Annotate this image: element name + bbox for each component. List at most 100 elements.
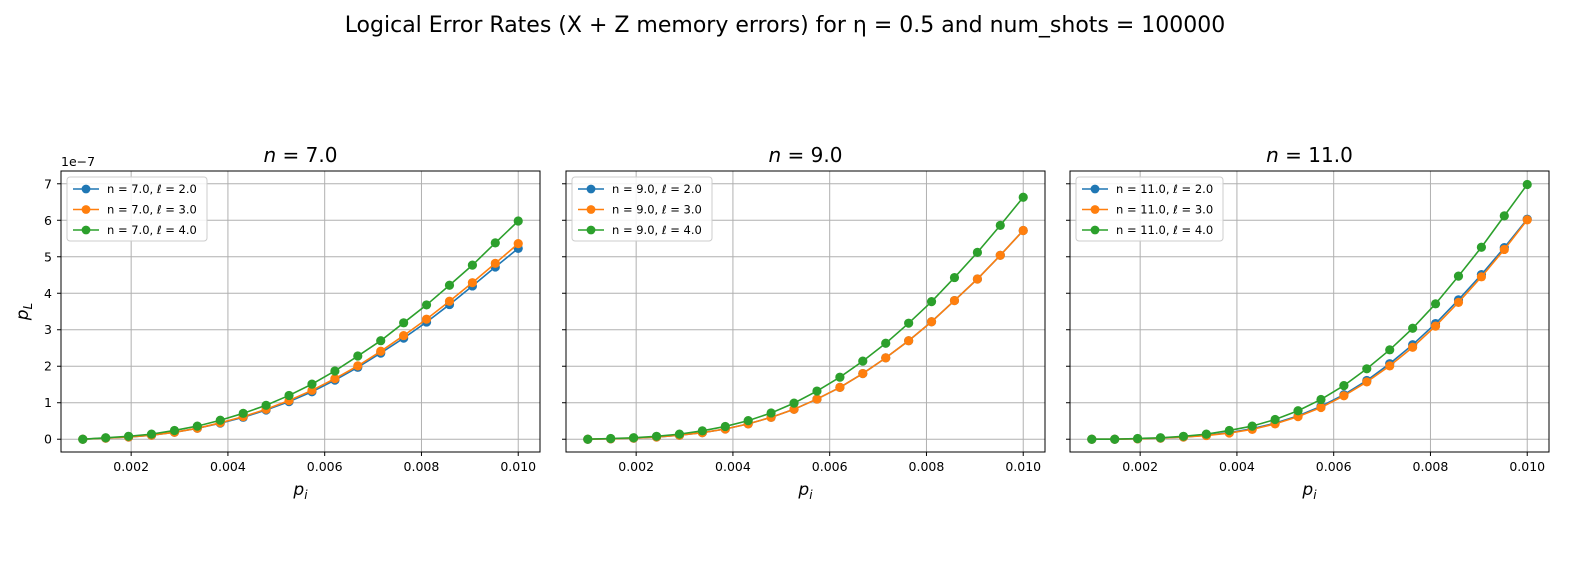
subplot-title: n = 7.0 — [264, 143, 338, 167]
data-point — [1430, 321, 1441, 331]
x-tick-label: 0.010 — [1005, 459, 1041, 474]
data-point — [421, 300, 432, 310]
subplot-title: n = 11.0 — [1266, 143, 1353, 167]
data-point — [467, 278, 478, 288]
data-point — [858, 356, 868, 366]
axes-frame — [565, 170, 1046, 453]
x-tick-label: 0.002 — [618, 459, 654, 474]
data-point — [904, 318, 914, 328]
x-tick-label: 0.006 — [1316, 459, 1352, 474]
data-point — [1430, 299, 1441, 309]
data-point — [766, 408, 776, 418]
data-point — [972, 274, 983, 284]
legend-entry: n = 9.0, ℓ = 3.0 — [612, 203, 702, 217]
x-tick-label: 0.008 — [1413, 459, 1449, 474]
y-tick-label: 7 — [44, 176, 52, 191]
data-point — [1408, 323, 1418, 333]
legend-entry: n = 11.0, ℓ = 2.0 — [1116, 182, 1213, 196]
data-point — [1499, 211, 1509, 221]
data-point — [1385, 345, 1395, 355]
data-point — [835, 382, 845, 393]
data-point — [1132, 433, 1143, 444]
data-point — [78, 434, 88, 444]
data-point — [376, 336, 386, 346]
data-point — [1293, 406, 1303, 416]
data-point — [215, 415, 225, 425]
subplot-1: 0.002 0.004 0.006 0.008 0.010 0 1 2 3 4 5 6 7 1e−7 n =… — [13, 143, 541, 502]
legend-marker — [81, 205, 91, 214]
data-point — [353, 351, 363, 361]
data-point — [926, 317, 937, 327]
data-point — [1339, 391, 1349, 401]
data-point — [490, 258, 500, 268]
legend-box — [1075, 176, 1224, 242]
x-tick-label: 0.010 — [500, 459, 536, 474]
data-point — [812, 394, 822, 404]
legend-marker — [1090, 205, 1100, 214]
legend-marker — [586, 205, 596, 214]
data-point — [995, 250, 1005, 260]
data-point — [261, 400, 271, 410]
data-point — [1018, 192, 1028, 202]
data-point — [583, 434, 593, 444]
legend-box — [571, 176, 713, 242]
data-point — [1087, 434, 1097, 444]
data-point — [444, 280, 455, 290]
axes-frame — [60, 170, 541, 453]
x-axis-label: pi — [797, 480, 813, 502]
data-point — [926, 297, 937, 307]
data-point — [1178, 431, 1189, 441]
data-point — [123, 431, 134, 441]
x-axis-label: pi — [292, 480, 308, 502]
x-tick-label: 0.008 — [404, 459, 440, 474]
data-point — [1270, 414, 1280, 425]
data-point — [330, 366, 340, 376]
legend-box — [66, 176, 208, 242]
data-point — [904, 336, 914, 346]
data-point — [949, 272, 960, 283]
legend-entry: n = 11.0, ℓ = 4.0 — [1116, 223, 1213, 237]
data-point — [238, 408, 248, 418]
data-point — [1408, 342, 1418, 352]
data-point — [284, 390, 294, 401]
subplot-3: 0.002 0.004 0.006 0.008 0.010 n = 11.0 pi n = 1… — [1066, 143, 1550, 502]
y-tick-label: 1 — [44, 395, 52, 410]
data-point — [1453, 271, 1464, 281]
y-tick-label: 5 — [44, 249, 52, 264]
data-point — [467, 260, 478, 270]
x-tick-label: 0.004 — [210, 459, 246, 474]
legend-marker — [1090, 184, 1100, 194]
data-point — [972, 247, 983, 257]
subplot-title: n = 9.0 — [769, 143, 843, 167]
x-tick-label: 0.006 — [307, 459, 343, 474]
subplot-2: 0.002 0.004 0.006 0.008 0.010 n = 9.0 pi n = 9.… — [562, 143, 1046, 502]
data-point — [674, 429, 685, 439]
data-point — [720, 421, 730, 432]
data-point — [1385, 361, 1395, 371]
data-point — [399, 318, 409, 328]
data-point — [101, 433, 111, 443]
data-point — [881, 353, 891, 363]
data-point — [330, 374, 340, 384]
data-point — [1339, 380, 1349, 391]
data-point — [1110, 434, 1120, 444]
data-point — [1224, 425, 1234, 436]
x-axis-label: pi — [1301, 480, 1317, 502]
legend-marker — [586, 184, 596, 194]
legend-marker — [81, 184, 91, 194]
data-point — [146, 429, 157, 439]
data-point — [307, 379, 317, 389]
y-tick-label: 4 — [44, 286, 52, 301]
data-point — [399, 330, 409, 341]
data-point — [1499, 244, 1509, 255]
data-point — [858, 368, 868, 379]
x-tick-label: 0.010 — [1509, 459, 1545, 474]
legend-marker — [81, 225, 91, 235]
legend-entry: n = 9.0, ℓ = 2.0 — [612, 182, 702, 196]
data-point — [606, 433, 616, 444]
legend-marker — [586, 225, 596, 235]
data-point — [1155, 433, 1166, 443]
data-point — [1316, 402, 1326, 413]
data-point — [812, 386, 822, 396]
axes-frame — [1069, 170, 1550, 453]
